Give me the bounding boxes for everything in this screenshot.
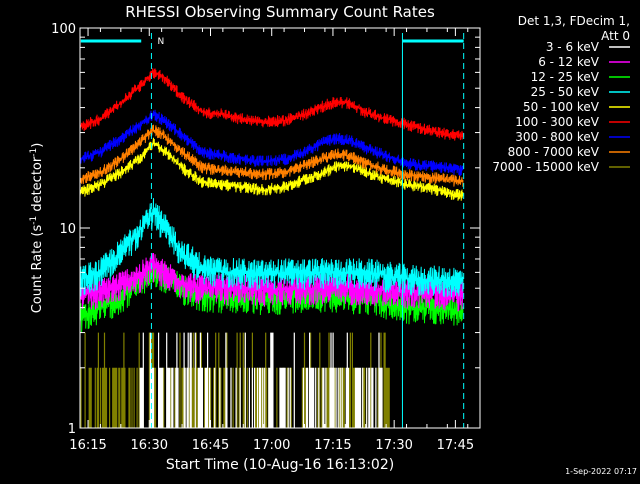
legend-label: 100 - 300 keV: [515, 115, 599, 129]
x-tick-label: 17:30: [375, 438, 412, 453]
legend-label: 3 - 6 keV: [546, 40, 600, 54]
x-tick-label: 17:45: [437, 438, 474, 453]
series-3-6-kev: [139, 332, 383, 428]
chart-title: RHESSI Observing Summary Count Rates: [125, 3, 435, 21]
legend-label: 25 - 50 keV: [531, 85, 600, 99]
series-trace: [79, 198, 464, 298]
y-axis-label-sup1: -1: [29, 216, 39, 225]
x-tick-label: 16:45: [192, 438, 229, 453]
legend-label: 50 - 100 keV: [523, 100, 600, 114]
y-tick-label: 10: [59, 222, 76, 237]
night-marker-label: N: [158, 37, 165, 47]
legend-label: 12 - 25 keV: [531, 70, 600, 84]
series-50-100-kev: [79, 137, 464, 201]
legend-header-line2: Att 0: [601, 29, 630, 43]
series-trace: [79, 137, 464, 201]
series-trace: [79, 68, 464, 141]
y-tick-label: 100: [51, 22, 76, 37]
series-trace: [139, 332, 383, 428]
series-25-50-kev: [79, 198, 464, 298]
legend-label: 7000 - 15000 keV: [492, 160, 599, 174]
y-axis-label-sup2: -1: [29, 148, 39, 157]
generated-timestamp: 1-Sep-2022 07:17: [565, 467, 637, 476]
y-tick-label: 1: [68, 422, 76, 437]
series-trace: [79, 124, 464, 187]
y-axis-label-part1: Count Rate (s: [30, 225, 45, 314]
axes-layer: 16:15 16:30 16:45 17:00 17:15 17:30 17:45 1 10 10…: [51, 22, 480, 453]
series-800-7000-kev: [79, 124, 464, 187]
series-7000-15000-kev: [80, 332, 390, 428]
series-trace: [80, 332, 390, 428]
y-axis-label-part3: ): [30, 143, 45, 148]
x-tick-label: 17:00: [253, 438, 290, 453]
x-axis-label: Start Time (10-Aug-16 16:13:02): [166, 457, 394, 473]
data-layer: [79, 68, 464, 428]
series-100-300-kev: [79, 68, 464, 141]
legend-label: 300 - 800 keV: [515, 130, 599, 144]
x-tick-label: 17:15: [314, 438, 351, 453]
series-300-800-kev: [79, 109, 464, 176]
legend-header-line1: Det 1,3, FDecim 1,: [518, 14, 630, 28]
y-axis-label-part2: detector: [30, 156, 45, 216]
x-tick-label: 16:15: [69, 438, 106, 453]
x-tick-label: 16:30: [131, 438, 168, 453]
legend-label: 800 - 7000 keV: [508, 145, 600, 159]
y-axis-label: Count Rate (s-1 detector-1): [29, 143, 45, 314]
legend-label: 6 - 12 keV: [538, 55, 600, 69]
marker-layer: N: [80, 33, 465, 428]
series-trace: [79, 109, 464, 176]
